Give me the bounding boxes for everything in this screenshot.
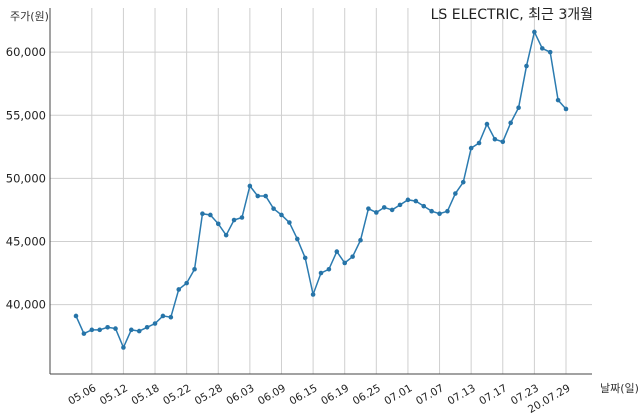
data-point — [310, 292, 316, 297]
data-point — [287, 220, 292, 225]
x-tick-label: 06.15 — [288, 382, 320, 407]
x-tick-label: 06.25 — [351, 382, 383, 407]
data-point — [121, 345, 126, 350]
data-point — [492, 136, 498, 142]
x-tick-labels: 05.06 05.12 05.18 05.22 05.28 06.03 06.09 06.15… — [66, 382, 572, 414]
data-point — [366, 206, 371, 211]
data-point — [326, 266, 332, 272]
data-point — [460, 179, 466, 185]
data-point — [389, 207, 395, 213]
x-tick-label: 06.03 — [224, 382, 256, 407]
y-tick-label: 55,000 — [6, 108, 46, 122]
data-point — [73, 313, 79, 319]
data-point — [547, 49, 553, 55]
data-point — [81, 331, 87, 336]
data-point — [105, 325, 110, 330]
data-point — [192, 266, 197, 272]
data-point — [136, 328, 142, 334]
data-point — [381, 205, 387, 210]
data-point — [184, 280, 189, 286]
data-point — [176, 287, 182, 292]
price-series-line — [75, 29, 567, 350]
data-point — [374, 210, 379, 215]
data-point — [437, 211, 442, 217]
grid-lines — [50, 8, 592, 374]
y-tick-label: 50,000 — [6, 171, 46, 185]
data-point — [247, 183, 253, 189]
data-point — [113, 326, 118, 331]
data-point — [539, 46, 545, 51]
x-tick-label: 06.09 — [256, 382, 288, 407]
chart-title: LS ELECTRIC, 최근 3개월 — [431, 7, 593, 23]
data-point — [223, 232, 229, 238]
data-point — [397, 202, 403, 208]
data-point — [429, 208, 434, 214]
data-point — [129, 327, 134, 333]
data-point — [421, 203, 427, 209]
data-point — [200, 211, 205, 217]
data-point — [144, 325, 150, 330]
data-point — [508, 120, 513, 126]
data-point — [532, 29, 537, 35]
data-point — [342, 260, 348, 266]
data-point — [484, 121, 490, 127]
data-point — [524, 63, 529, 69]
axes — [49, 8, 592, 375]
data-point — [152, 321, 158, 326]
x-tick-label: 05.12 — [98, 382, 130, 407]
data-point — [160, 313, 166, 319]
data-point — [468, 145, 474, 151]
x-tick-label: 05.06 — [66, 382, 98, 408]
x-tick-label: 07.13 — [446, 382, 478, 407]
y-tick-label: 60,000 — [6, 45, 46, 59]
x-tick-label: 05.28 — [193, 382, 225, 407]
data-point — [263, 193, 268, 199]
y-tick-labels: 40,000 45,000 50,000 55,000 60,000 — [6, 45, 46, 311]
data-point — [168, 314, 174, 320]
data-point — [89, 327, 95, 333]
data-point — [271, 206, 276, 211]
data-point — [302, 255, 308, 261]
data-point — [215, 221, 221, 227]
data-point — [279, 212, 284, 218]
data-point — [500, 139, 506, 145]
data-point — [555, 97, 561, 103]
data-point — [208, 212, 213, 218]
x-tick-label: 07.01 — [382, 382, 414, 407]
y-tick-label: 45,000 — [6, 234, 46, 248]
price-points — [73, 29, 569, 350]
data-point — [516, 105, 521, 111]
data-point — [453, 191, 458, 196]
data-point — [97, 327, 103, 333]
data-point — [350, 254, 355, 259]
data-point — [445, 208, 450, 214]
data-point — [413, 198, 419, 204]
y-axis-label: 주가(원) — [10, 10, 49, 23]
x-axis-label: 날짜(일) — [600, 381, 639, 395]
y-tick-label: 40,000 — [6, 298, 46, 312]
data-point — [476, 140, 482, 146]
data-point — [334, 249, 340, 254]
x-tick-label: 05.22 — [161, 382, 193, 407]
x-tick-label: 06.19 — [319, 382, 351, 407]
data-point — [405, 197, 411, 203]
data-point — [239, 215, 245, 220]
data-point — [294, 236, 300, 242]
x-tick-label: 07.07 — [414, 382, 446, 407]
data-point — [255, 193, 261, 199]
data-point — [358, 237, 363, 243]
data-point — [563, 106, 569, 112]
x-tick-label: 05.18 — [129, 382, 161, 407]
data-point — [318, 270, 324, 276]
x-tick-label: 07.17 — [477, 382, 509, 407]
data-point — [231, 217, 237, 223]
